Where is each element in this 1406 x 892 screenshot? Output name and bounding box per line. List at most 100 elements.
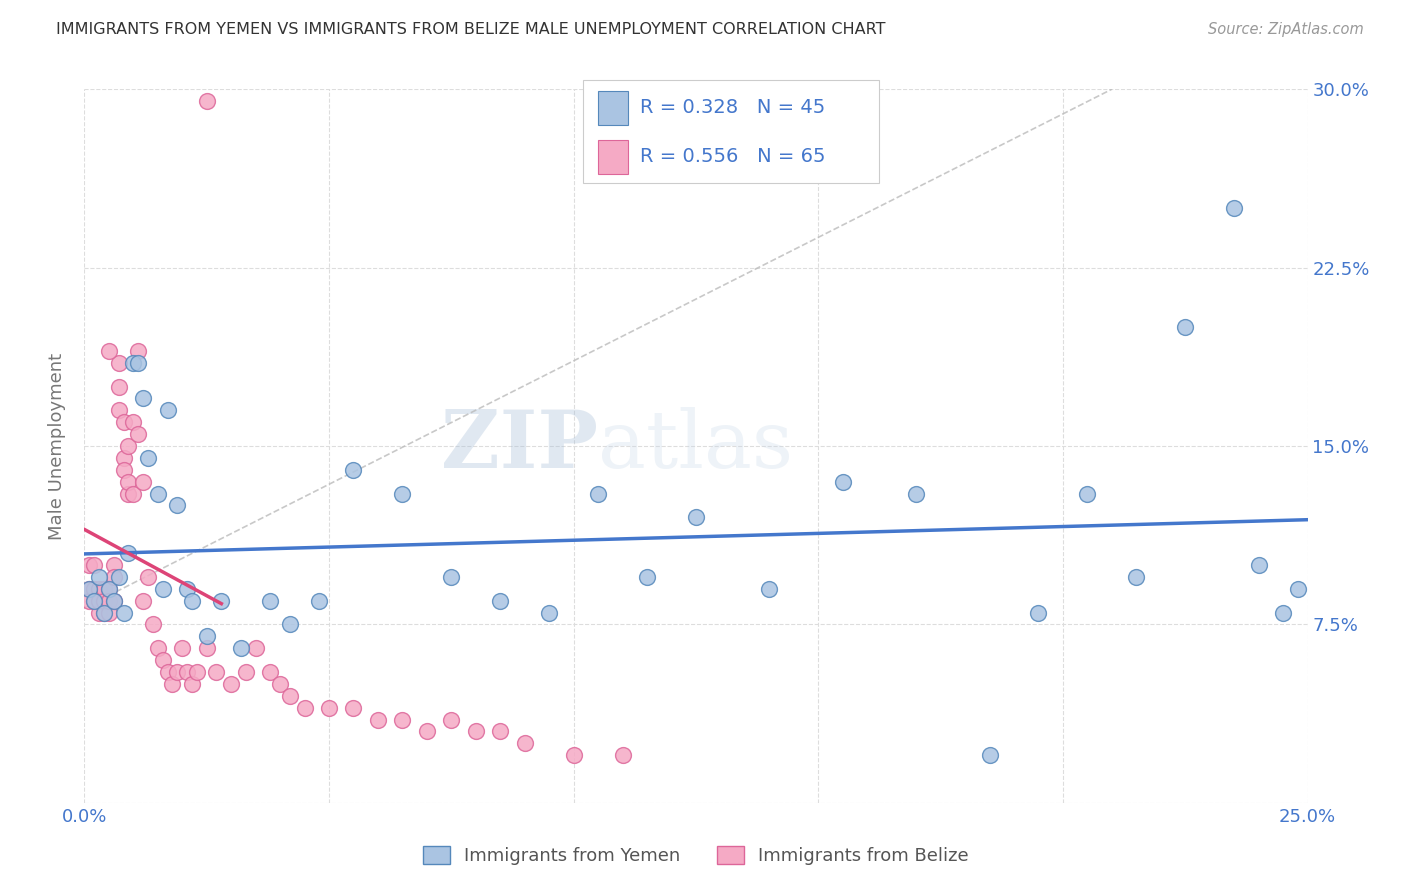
- Point: [440, 570, 463, 584]
- Point: [294, 700, 316, 714]
- Point: [107, 379, 129, 393]
- Point: [612, 748, 634, 763]
- Point: [342, 700, 364, 714]
- Point: [136, 570, 159, 584]
- Point: [318, 700, 340, 714]
- Point: [1247, 558, 1270, 572]
- Point: [103, 570, 125, 584]
- Point: [97, 582, 120, 596]
- Point: [97, 593, 120, 607]
- Point: [1125, 570, 1147, 584]
- Point: [440, 713, 463, 727]
- Point: [162, 677, 184, 691]
- Legend: Immigrants from Yemen, Immigrants from Belize: Immigrants from Yemen, Immigrants from B…: [416, 838, 976, 872]
- Point: [146, 486, 169, 500]
- Point: [1272, 606, 1295, 620]
- Point: [229, 641, 252, 656]
- Point: [342, 463, 364, 477]
- Point: [586, 486, 609, 500]
- Point: [132, 475, 155, 489]
- Point: [107, 570, 129, 584]
- Point: [112, 606, 135, 620]
- Point: [103, 558, 125, 572]
- Point: [122, 415, 145, 429]
- Point: [562, 748, 585, 763]
- Point: [127, 427, 149, 442]
- Point: [489, 724, 512, 739]
- Point: [127, 343, 149, 358]
- Point: [122, 356, 145, 370]
- Point: [97, 582, 120, 596]
- Point: [195, 629, 218, 643]
- Point: [278, 689, 301, 703]
- Point: [259, 665, 281, 679]
- Point: [103, 593, 125, 607]
- Text: IMMIGRANTS FROM YEMEN VS IMMIGRANTS FROM BELIZE MALE UNEMPLOYMENT CORRELATION CH: IMMIGRANTS FROM YEMEN VS IMMIGRANTS FROM…: [56, 22, 886, 37]
- Point: [117, 486, 139, 500]
- Point: [87, 606, 110, 620]
- Point: [538, 606, 561, 620]
- Point: [77, 558, 100, 572]
- Text: R = 0.556   N = 65: R = 0.556 N = 65: [640, 147, 825, 167]
- Text: atlas: atlas: [598, 407, 793, 485]
- Point: [156, 665, 179, 679]
- Point: [259, 593, 281, 607]
- Point: [176, 665, 198, 679]
- Point: [235, 665, 257, 679]
- Point: [117, 439, 139, 453]
- Point: [112, 463, 135, 477]
- Point: [391, 713, 413, 727]
- Point: [132, 593, 155, 607]
- Point: [87, 582, 110, 596]
- Point: [93, 582, 115, 596]
- Point: [1028, 606, 1050, 620]
- Point: [1223, 201, 1246, 215]
- Point: [146, 641, 169, 656]
- Point: [172, 641, 194, 656]
- Point: [181, 677, 204, 691]
- Point: [87, 570, 110, 584]
- Point: [1076, 486, 1098, 500]
- Point: [97, 343, 120, 358]
- Point: [83, 593, 105, 607]
- Point: [152, 653, 174, 667]
- Text: R = 0.328   N = 45: R = 0.328 N = 45: [640, 98, 825, 118]
- Point: [195, 641, 218, 656]
- Point: [83, 582, 105, 596]
- Point: [186, 665, 208, 679]
- Point: [685, 510, 707, 524]
- Point: [97, 606, 120, 620]
- Point: [77, 593, 100, 607]
- Point: [416, 724, 439, 739]
- Point: [166, 665, 188, 679]
- Point: [127, 356, 149, 370]
- Point: [195, 94, 218, 108]
- Point: [117, 475, 139, 489]
- Point: [156, 403, 179, 417]
- Point: [112, 415, 135, 429]
- Point: [136, 450, 159, 465]
- Point: [513, 736, 536, 750]
- Point: [93, 606, 115, 620]
- Y-axis label: Male Unemployment: Male Unemployment: [48, 352, 66, 540]
- Point: [181, 593, 204, 607]
- Point: [107, 403, 129, 417]
- Point: [107, 356, 129, 370]
- Point: [77, 582, 100, 596]
- Point: [122, 486, 145, 500]
- Point: [83, 593, 105, 607]
- Point: [93, 593, 115, 607]
- Point: [391, 486, 413, 500]
- Point: [979, 748, 1001, 763]
- Point: [112, 450, 135, 465]
- Point: [245, 641, 267, 656]
- Point: [636, 570, 658, 584]
- Text: ZIP: ZIP: [441, 407, 598, 485]
- Point: [83, 558, 105, 572]
- Point: [132, 392, 155, 406]
- Point: [1174, 320, 1197, 334]
- Point: [93, 606, 115, 620]
- Point: [905, 486, 928, 500]
- Point: [278, 617, 301, 632]
- Point: [758, 582, 780, 596]
